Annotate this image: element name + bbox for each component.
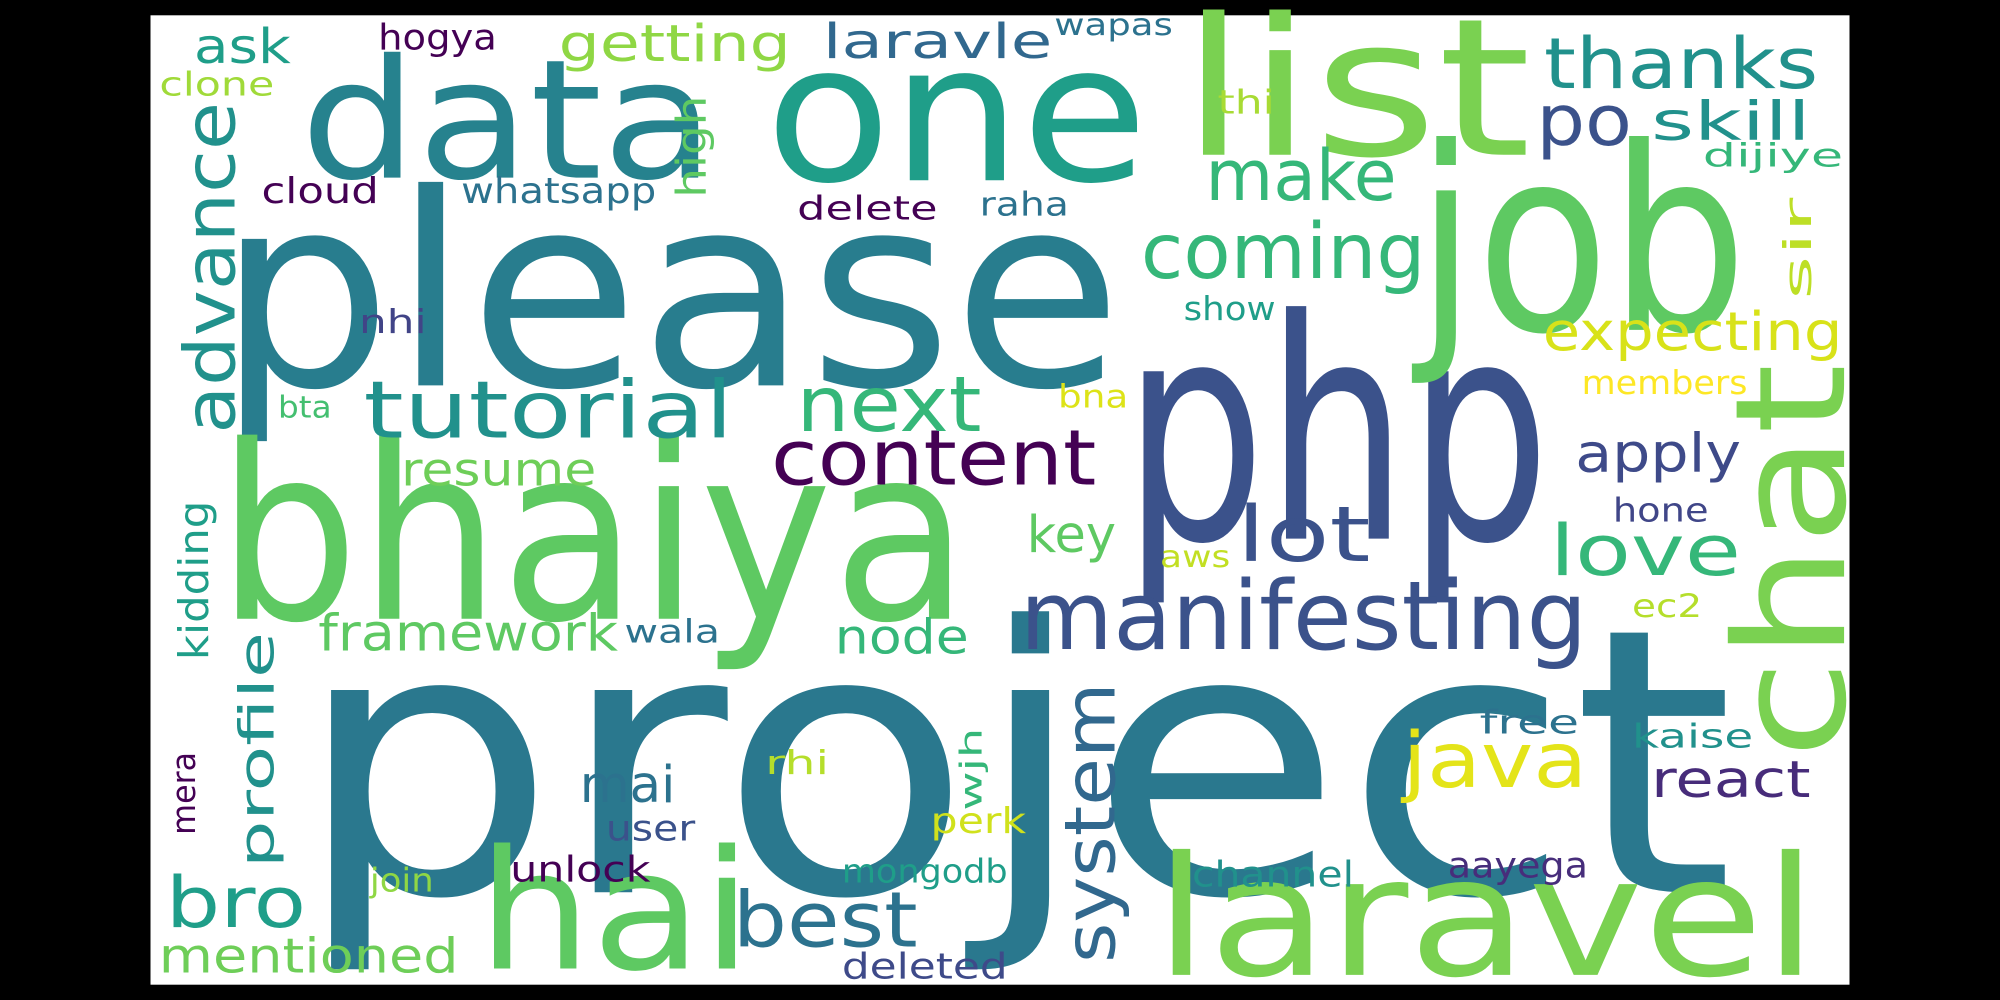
word: clone [159,65,274,104]
word: apply [1575,421,1741,484]
word: bhaiya [217,395,970,677]
canvas [150,15,1850,985]
word: hogya [378,18,497,59]
word: skill [1651,90,1810,153]
word: make [1205,135,1396,217]
word: love [1550,510,1741,592]
word: advance [169,102,251,434]
word: data [300,25,715,218]
word: kidding [170,501,218,660]
word: resume [401,442,596,496]
word: raha [980,185,1069,224]
word: getting [559,15,791,74]
word: user [606,809,696,850]
word: bro [166,862,306,944]
word: content [771,415,1096,504]
word: react [1651,751,1810,810]
word: delete [797,188,937,227]
word: laravel [1154,822,1817,1000]
word: next [797,361,982,450]
word: one [765,3,1148,226]
word: key [1027,506,1116,565]
word: ec2 [1632,587,1702,625]
word: nhi [359,302,427,341]
word: sir [1776,197,1821,300]
word: best [733,876,918,965]
word: thi [1217,83,1274,122]
word: hone [1613,491,1709,530]
word: laravle [823,14,1053,70]
word: free [1480,702,1579,741]
word: expecting [1543,300,1843,363]
word: high [667,96,715,198]
word: framework [318,604,618,663]
word: profile [230,632,286,868]
word: rhi [765,743,829,782]
word: coming [1141,208,1425,297]
word: hai [478,815,752,1000]
word: aws [1160,540,1230,575]
word: bta [278,391,332,426]
word: project [293,550,1734,980]
word: wjh [954,728,989,811]
word: php [1123,256,1550,612]
word: bna [1058,378,1128,416]
word: join [369,861,434,900]
word: please [217,137,1123,449]
word: lot [1237,491,1371,580]
word: java [1400,717,1587,806]
word: deleted [842,946,1008,987]
word: wala [624,612,720,650]
word: show [1184,289,1276,328]
word: kaise [1632,716,1753,755]
word: po [1536,80,1632,162]
word: mai [580,756,676,815]
word: list [1180,0,1531,201]
word: ask [194,19,291,75]
word: system [1050,682,1132,963]
word: mera [164,752,203,835]
word: mongodb [842,852,1008,891]
word: tutorial [364,365,734,457]
word: dijiye [1703,137,1843,175]
word: chat [1703,364,1881,759]
word: unlock [510,849,651,890]
word: members [1582,363,1748,402]
word: node [835,610,969,666]
word: channel [1192,855,1354,896]
word: cloud [261,171,378,212]
word: manifesting [1020,560,1588,672]
word: aayega [1448,846,1588,887]
word: whatsapp [461,171,656,212]
word: perk [930,801,1026,842]
word: thanks [1544,23,1818,105]
word: wapas [1054,8,1173,43]
word: mentioned [159,929,459,985]
word: job [1412,94,1748,391]
